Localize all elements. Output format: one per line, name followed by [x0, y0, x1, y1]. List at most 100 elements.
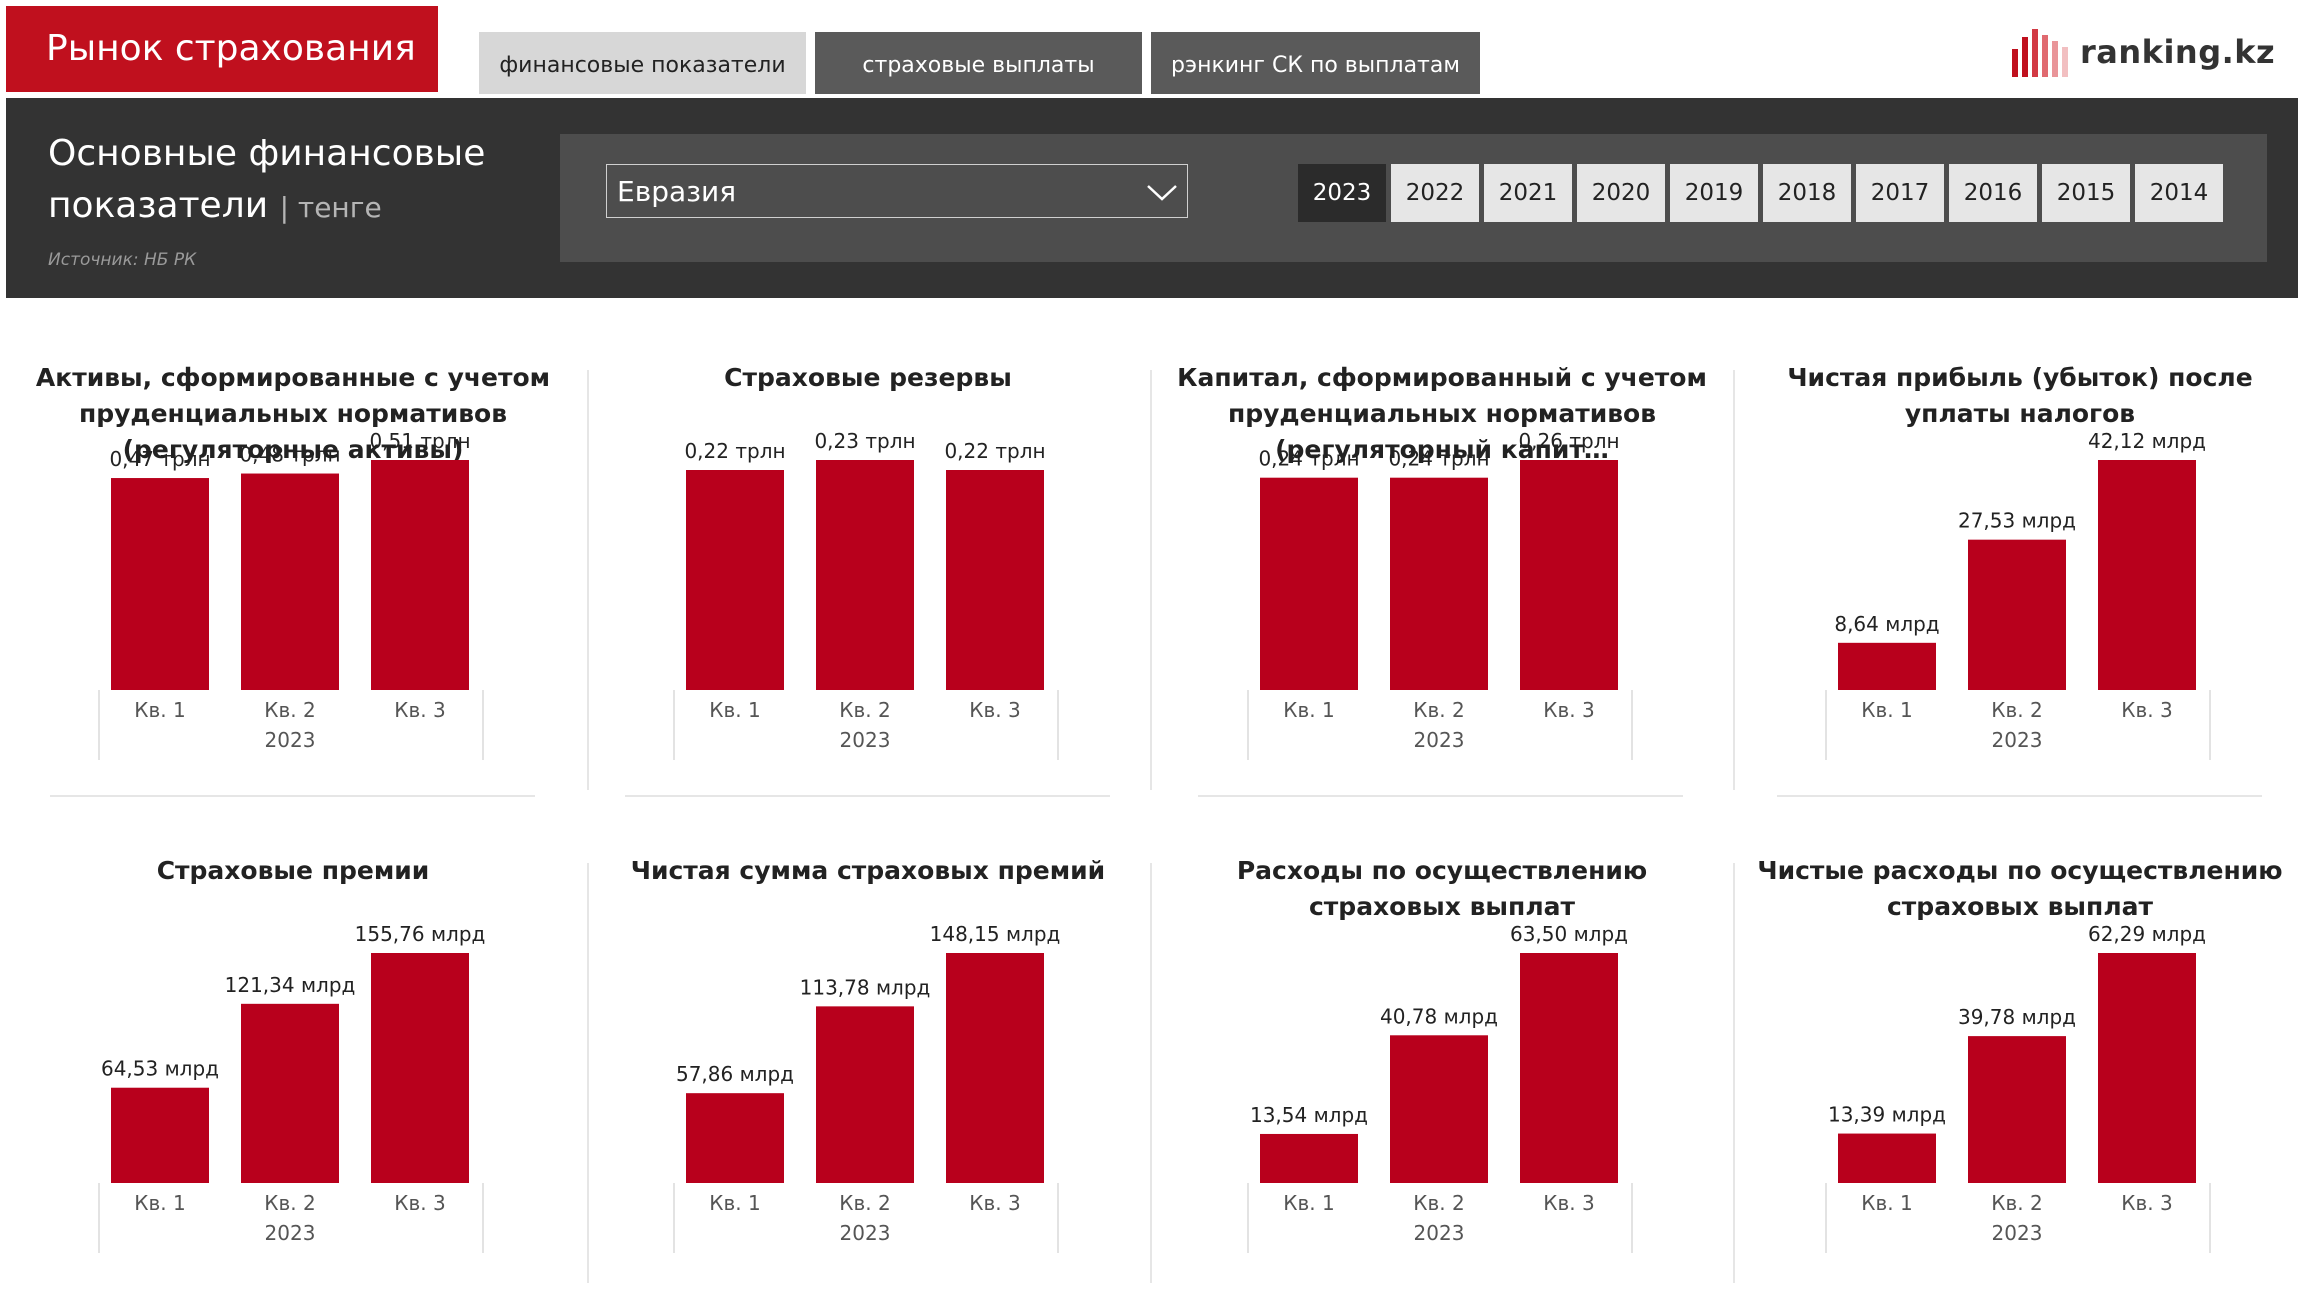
bar[interactable] — [241, 473, 339, 690]
top-navigation-bar: Рынок страхования финансовые показатели … — [0, 0, 2302, 98]
x-tick-label: Кв. 2 — [1991, 698, 2042, 722]
bar[interactable] — [816, 1006, 914, 1183]
data-label: 0,24 трлн — [1258, 447, 1359, 471]
x-tick-label: Кв. 1 — [1283, 698, 1334, 722]
company-dropdown[interactable]: Евразия — [606, 164, 1188, 218]
year-button-2020[interactable]: 2020 — [1577, 164, 1665, 222]
data-label: 0,48 трлн — [239, 443, 340, 467]
bar[interactable] — [1968, 539, 2066, 690]
year-button-2015[interactable]: 2015 — [2042, 164, 2130, 222]
bar[interactable] — [1838, 1133, 1936, 1183]
x-tick-label: Кв. 1 — [134, 1191, 185, 1215]
card-divider — [1733, 370, 1735, 790]
bar[interactable] — [2098, 953, 2196, 1183]
x-group-label: 2023 — [1992, 728, 2043, 752]
data-label: 148,15 млрд — [930, 922, 1061, 946]
tab-ranking-payments[interactable]: рэнкинг СК по выплатам — [1151, 32, 1480, 94]
page-title-unit: | тенге — [279, 191, 382, 224]
app-title: Рынок страхования — [6, 6, 438, 92]
data-label: 39,78 млрд — [1958, 1005, 2076, 1029]
page-title: Основные финансовые показатели | тенге — [48, 128, 508, 234]
x-tick-label: Кв. 2 — [1991, 1191, 2042, 1215]
x-group-label: 2023 — [840, 1221, 891, 1245]
bar-logo-icon — [2012, 29, 2068, 77]
page-title-text: Основные финансовые показатели — [48, 133, 486, 226]
year-button-2023[interactable]: 2023 — [1298, 164, 1386, 222]
chart-title: Страховые премии — [156, 856, 430, 885]
bar-chart: 57,86 млрд Кв. 1 113,78 млрд Кв. 2 148,15 мл… — [673, 922, 1061, 1253]
x-tick-label: Кв. 1 — [1861, 698, 1912, 722]
row-divider — [625, 795, 1110, 797]
chart-card: Страховые премии 64,53 млрд Кв. 1 121,34 мл… — [23, 853, 563, 1293]
chart-card: Чистая сумма страховых премий 57,86 млрд К… — [598, 853, 1138, 1293]
card-divider — [1150, 863, 1152, 1283]
row-divider — [1777, 795, 2262, 797]
logo-text: ranking.kz — [2080, 33, 2276, 71]
bar[interactable] — [946, 470, 1044, 690]
bar[interactable] — [1520, 953, 1618, 1183]
chart-title: Расходы по осуществлению страховых выпла… — [1236, 856, 1648, 921]
data-label: 64,53 млрд — [101, 1057, 219, 1081]
bar[interactable] — [686, 1093, 784, 1183]
row-divider — [50, 795, 535, 797]
x-tick-label: Кв. 2 — [839, 1191, 890, 1215]
chart-card: Чистые расходы по осуществлению страховы… — [1750, 853, 2290, 1293]
bar[interactable] — [1838, 642, 1936, 690]
tab-insurance-payments[interactable]: страховые выплаты — [815, 32, 1142, 94]
bar[interactable] — [1520, 460, 1618, 690]
bar[interactable] — [1968, 1036, 2066, 1183]
bar[interactable] — [1390, 1035, 1488, 1183]
card-divider — [1150, 370, 1152, 790]
bar[interactable] — [1260, 477, 1358, 690]
bar[interactable] — [1390, 477, 1488, 690]
data-label: 121,34 млрд — [225, 973, 356, 997]
x-tick-label: Кв. 1 — [709, 698, 760, 722]
logo[interactable]: ranking.kz — [2010, 22, 2275, 82]
bar-chart: 64,53 млрд Кв. 1 121,34 млрд Кв. 2 155,76 мл… — [98, 922, 485, 1253]
bar[interactable] — [371, 953, 469, 1183]
chart-card: Расходы по осуществлению страховых выпла… — [1172, 853, 1712, 1293]
year-button-2021[interactable]: 2021 — [1484, 164, 1572, 222]
bar[interactable] — [2098, 460, 2196, 690]
x-tick-label: Кв. 2 — [1413, 1191, 1464, 1215]
bar-chart: 0,47 трлн Кв. 1 0,48 трлн Кв. 2 0,51 трлн Кв.… — [98, 429, 484, 760]
card-divider — [587, 863, 589, 1283]
year-button-2014[interactable]: 2014 — [2135, 164, 2223, 222]
data-label: 13,39 млрд — [1828, 1103, 1946, 1127]
year-button-2016[interactable]: 2016 — [1949, 164, 2037, 222]
chart-title: Капитал, сформированный с учетом пруденц… — [1177, 363, 1707, 464]
year-button-2017[interactable]: 2017 — [1856, 164, 1944, 222]
x-tick-label: Кв. 1 — [1283, 1191, 1334, 1215]
x-group-label: 2023 — [265, 1221, 316, 1245]
row-divider — [1198, 795, 1683, 797]
bar[interactable] — [241, 1003, 339, 1183]
data-label: 42,12 млрд — [2088, 429, 2206, 453]
data-source: Источник: НБ РК — [48, 250, 197, 270]
tab-financial-indicators[interactable]: финансовые показатели — [479, 32, 806, 94]
data-label: 0,51 трлн — [369, 429, 470, 453]
chart-card: Активы, сформированные с учетом пруденци… — [23, 360, 563, 800]
x-tick-label: Кв. 3 — [394, 698, 445, 722]
bar[interactable] — [686, 470, 784, 690]
x-group-label: 2023 — [840, 728, 891, 752]
bar[interactable] — [1260, 1133, 1358, 1183]
year-button-2019[interactable]: 2019 — [1670, 164, 1758, 222]
year-button-2018[interactable]: 2018 — [1763, 164, 1851, 222]
data-label: 0,47 трлн — [109, 447, 210, 471]
bar[interactable] — [371, 460, 469, 690]
bar[interactable] — [946, 953, 1044, 1183]
bar[interactable] — [816, 460, 914, 690]
x-tick-label: Кв. 1 — [1861, 1191, 1912, 1215]
bar-chart: 0,24 трлн Кв. 1 0,24 трлн Кв. 2 0,26 трлн Кв.… — [1247, 429, 1633, 760]
x-tick-label: Кв. 3 — [969, 698, 1020, 722]
chart-card: Чистая прибыль (убыток) после уплаты нал… — [1750, 360, 2290, 800]
bar[interactable] — [111, 1087, 209, 1183]
year-button-2022[interactable]: 2022 — [1391, 164, 1479, 222]
x-tick-label: Кв. 3 — [394, 1191, 445, 1215]
company-dropdown-value: Евразия — [617, 175, 737, 208]
bar[interactable] — [111, 478, 209, 690]
data-label: 8,64 млрд — [1834, 612, 1939, 636]
x-tick-label: Кв. 3 — [1543, 1191, 1594, 1215]
x-group-label: 2023 — [1992, 1221, 2043, 1245]
data-label: 57,86 млрд — [676, 1062, 794, 1086]
